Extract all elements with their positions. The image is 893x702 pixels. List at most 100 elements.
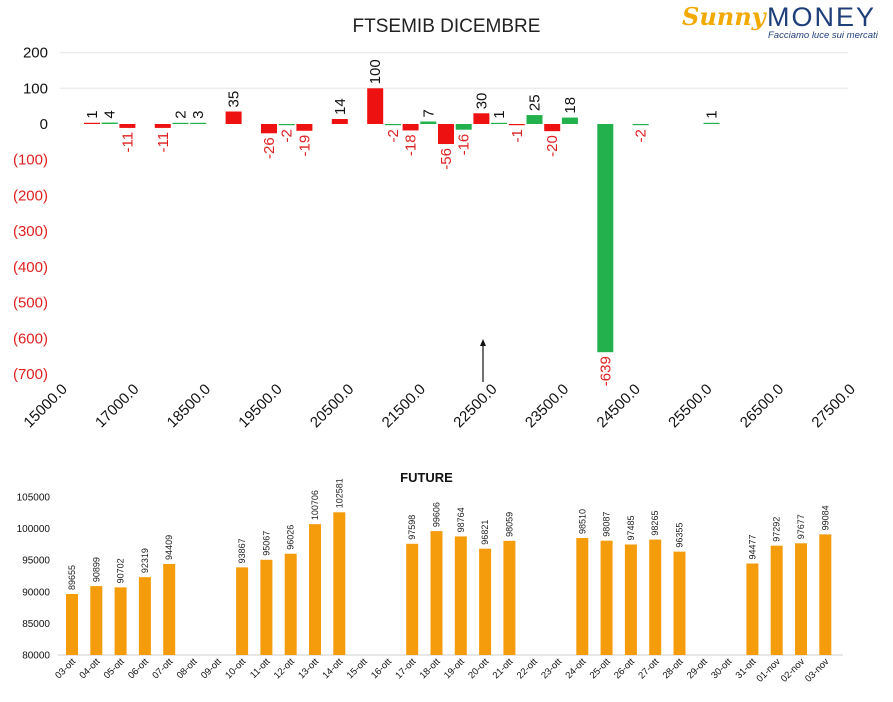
- data-label: 92319: [140, 548, 150, 573]
- future-chart-title: FUTURE: [400, 470, 453, 485]
- y-tick-label: 100000: [17, 524, 51, 535]
- data-label: 100: [367, 59, 384, 84]
- bar: [384, 124, 401, 126]
- y-tick-label: 100: [23, 80, 48, 97]
- data-label: 90899: [91, 557, 101, 582]
- y-tick-label: 85000: [22, 619, 50, 630]
- x-tick-label: 10-ott: [223, 656, 248, 681]
- x-tick-label: 16-ott: [369, 656, 394, 681]
- data-label: 98265: [650, 511, 660, 536]
- bar: [770, 545, 783, 655]
- data-label: 93867: [237, 538, 247, 563]
- x-tick-label: 01-nov: [754, 656, 782, 684]
- bar: [473, 113, 490, 124]
- bar: [561, 117, 578, 124]
- x-tick-label: 20-ott: [466, 656, 491, 681]
- data-label: 3: [190, 110, 207, 118]
- bar: [278, 124, 295, 126]
- data-label: 100706: [310, 490, 320, 520]
- bar: [261, 124, 277, 134]
- x-tick-label: 26-ott: [612, 656, 637, 681]
- bar: [438, 124, 454, 144]
- data-label: 98059: [504, 512, 514, 537]
- y-tick-label: 200: [23, 45, 48, 62]
- bar: [367, 88, 384, 124]
- bar: [66, 593, 78, 655]
- x-tick-label: 23-ott: [539, 656, 564, 681]
- bar: [333, 512, 346, 655]
- bar: [190, 122, 207, 124]
- bar: [819, 534, 832, 655]
- bar: [154, 124, 171, 128]
- data-label: -26: [261, 137, 278, 159]
- data-label: 94477: [747, 534, 757, 559]
- bar: [119, 124, 136, 128]
- bar: [236, 567, 249, 655]
- data-label: 102581: [334, 478, 344, 508]
- bar: [309, 524, 321, 655]
- y-tick-label: (100): [13, 152, 48, 169]
- data-label: 4: [102, 110, 119, 118]
- data-label: 94409: [164, 535, 174, 560]
- x-tick-label: 18-ott: [418, 656, 443, 681]
- data-label: 97677: [796, 514, 806, 539]
- y-tick-label: 0: [40, 116, 48, 133]
- x-tick-label: 27-ott: [636, 656, 661, 681]
- data-label: 96355: [675, 523, 685, 548]
- y-tick-label: (600): [13, 330, 48, 347]
- x-tick-label: 05-ott: [102, 656, 127, 681]
- x-tick-label: 30-ott: [709, 656, 734, 681]
- bar: [649, 539, 662, 655]
- data-label: 98087: [602, 512, 612, 537]
- x-tick-label: 04-ott: [77, 656, 102, 681]
- bar: [163, 563, 176, 655]
- data-label: 98764: [456, 507, 466, 532]
- data-label: -11: [155, 132, 172, 153]
- data-label: -2: [633, 129, 650, 142]
- bar: [544, 124, 561, 132]
- sunny-money-logo: Sunny MONEY Facciamo luce sui mercati: [682, 2, 888, 42]
- x-tick-label: 28-ott: [661, 656, 686, 681]
- logo-word-sunny: Sunny: [682, 2, 766, 31]
- bar: [420, 121, 437, 124]
- data-label: 14: [332, 98, 349, 115]
- data-label: 98510: [577, 509, 587, 534]
- data-label: -639: [597, 356, 614, 386]
- data-label: 99606: [432, 502, 442, 527]
- data-label: -2: [279, 129, 296, 142]
- y-tick-label: (500): [13, 295, 48, 312]
- bar: [455, 124, 472, 130]
- x-tick-label: 07-ott: [150, 656, 175, 681]
- bar: [260, 559, 273, 655]
- data-label: 2: [173, 110, 190, 118]
- x-tick-label: 03-nov: [803, 656, 831, 684]
- bar: [101, 122, 118, 124]
- data-label: 97485: [626, 515, 636, 540]
- bar: [454, 536, 467, 655]
- bar: [576, 538, 589, 655]
- x-tick-label: 29-ott: [685, 656, 710, 681]
- data-label: -18: [403, 134, 420, 156]
- data-label: -2: [385, 129, 402, 142]
- x-tick-label: 12-ott: [272, 656, 297, 681]
- x-tick-label: 15-ott: [345, 656, 370, 681]
- y-tick-label: (400): [13, 259, 48, 276]
- bar: [296, 124, 313, 131]
- bar: [90, 586, 103, 655]
- bar: [624, 544, 637, 655]
- data-label: -11: [119, 132, 136, 153]
- data-label: 1: [84, 110, 101, 118]
- data-label: 96026: [286, 525, 296, 550]
- bar: [138, 577, 151, 655]
- data-label: 7: [420, 109, 437, 117]
- bar: [479, 548, 492, 655]
- data-label: 25: [527, 94, 544, 111]
- y-tick-label: 90000: [22, 587, 50, 598]
- bar: [746, 563, 759, 655]
- bar: [225, 111, 242, 124]
- bar: [172, 122, 189, 124]
- bar: [508, 124, 525, 126]
- data-label: -16: [456, 134, 473, 156]
- annotation-arrow-head: [480, 339, 486, 346]
- x-tick-label: 06-ott: [126, 656, 151, 681]
